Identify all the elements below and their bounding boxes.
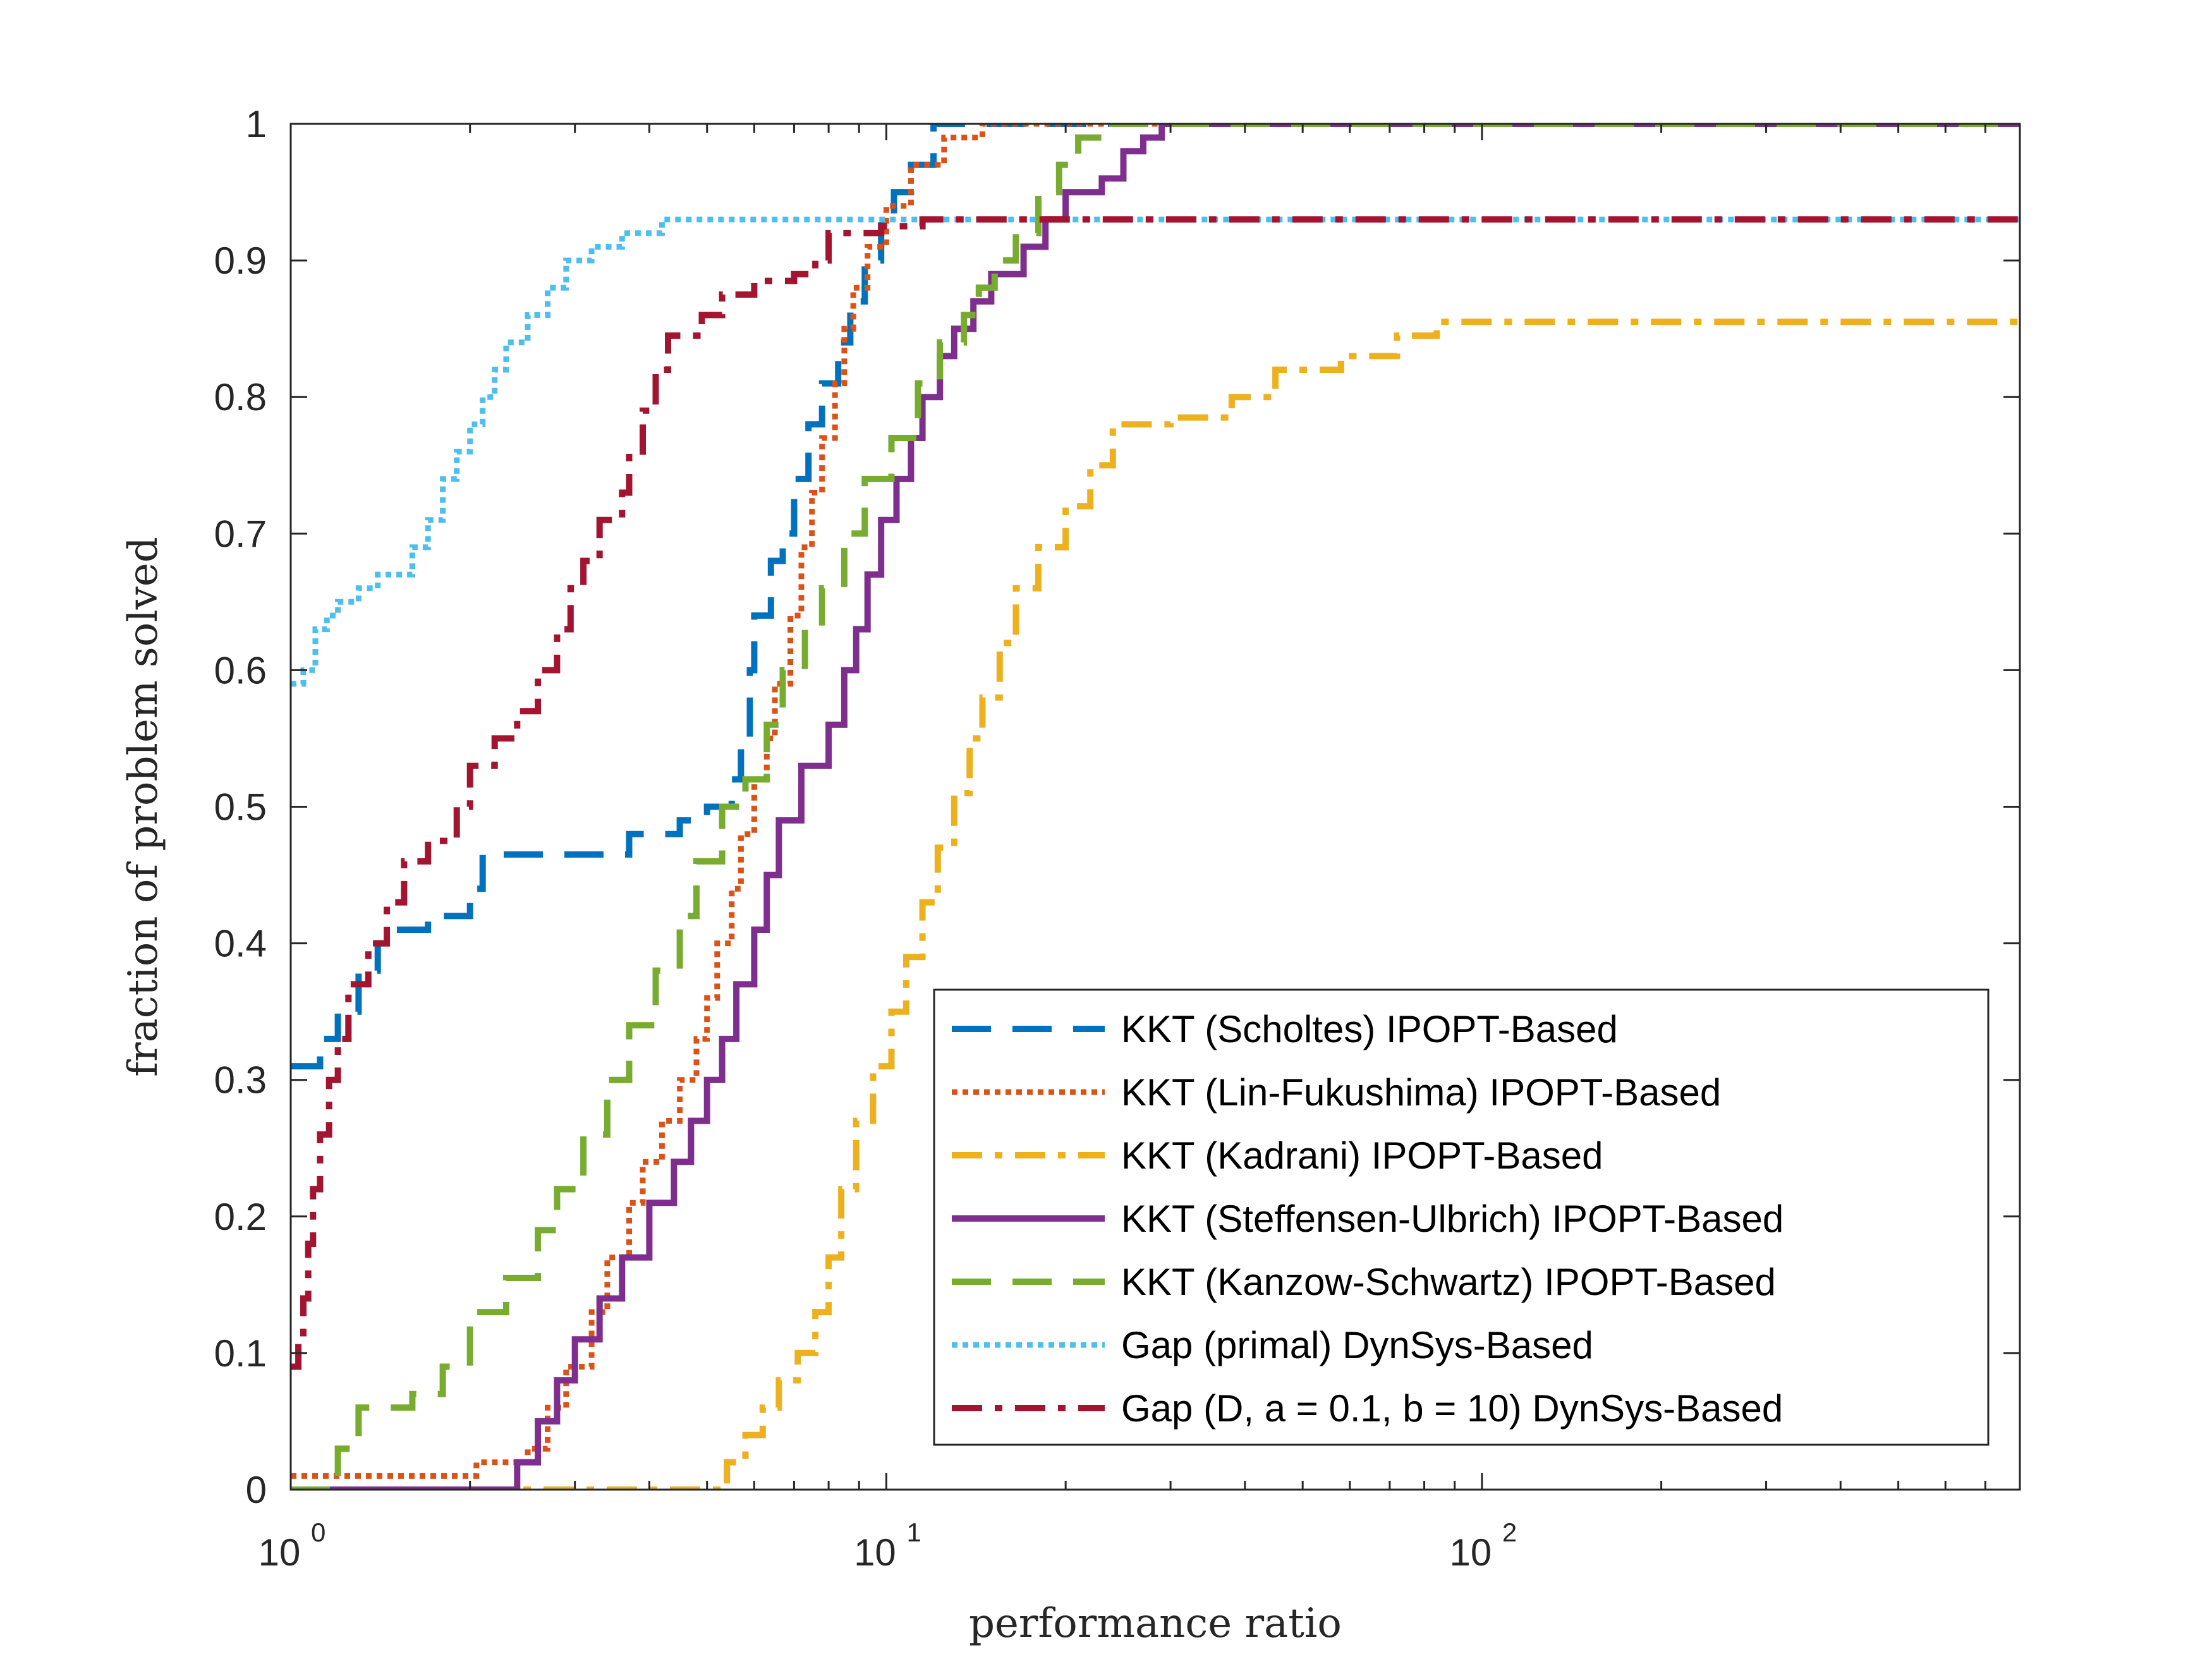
series-layer xyxy=(291,124,2020,1490)
y-tick-label: 0.2 xyxy=(214,1196,267,1238)
y-tick-label: 1 xyxy=(246,103,267,145)
y-tick-label: 0.9 xyxy=(214,240,267,282)
ticks-layer xyxy=(289,123,2021,1491)
y-tick-label: 0.8 xyxy=(214,376,267,418)
legend-label-3: KKT (Kadrani) IPOPT-Based xyxy=(1121,1134,1603,1177)
y-tick-label: 0.4 xyxy=(214,923,267,965)
tick-labels-layer: 0 0.1 0.2 0.3 0.4 0.5 0.6 0.7 0.8 0.9 1 10 0 10 1 10 2 xyxy=(214,103,1517,1574)
legend: KKT (Scholtes) IPOPT-Based KKT (Lin-Fukus… xyxy=(933,988,1990,1446)
x-tick-exponent: 2 xyxy=(1502,1517,1517,1547)
x-tick-label: 10 xyxy=(854,1531,896,1574)
series-line-7 xyxy=(291,216,2020,1370)
y-axis-label: fraction of problem solved xyxy=(120,537,167,1076)
y-tick-label: 0.6 xyxy=(214,649,267,691)
legend-label-2: KKT (Lin-Fukushima) IPOPT-Based xyxy=(1121,1071,1721,1114)
x-tick-exponent: 1 xyxy=(906,1517,921,1547)
legend-label-4: KKT (Steffensen-Ulbrich) IPOPT-Based xyxy=(1121,1198,1784,1240)
series-line-4 xyxy=(291,124,2020,1490)
series-line-6 xyxy=(291,216,2020,687)
series-line-5 xyxy=(291,124,2020,1490)
y-tick-label: 0 xyxy=(246,1469,267,1511)
legend-label-1: KKT (Scholtes) IPOPT-Based xyxy=(1121,1008,1618,1050)
y-tick-label: 0.3 xyxy=(214,1059,267,1102)
series-line-3 xyxy=(291,319,2020,1490)
y-tick-label: 0.7 xyxy=(214,513,267,555)
x-tick-label: 10 xyxy=(1450,1531,1492,1574)
legend-label-6: Gap (primal) DynSys-Based xyxy=(1121,1324,1593,1366)
x-tick-exponent: 0 xyxy=(311,1517,325,1547)
x-tick-label: 10 xyxy=(258,1531,301,1574)
y-tick-label: 0.1 xyxy=(214,1332,267,1375)
legend-label-5: KKT (Kanzow-Schwartz) IPOPT-Based xyxy=(1121,1261,1776,1303)
y-tick-label: 0.5 xyxy=(214,786,267,829)
x-axis-label: performance ratio xyxy=(969,1600,1342,1647)
legend-label-7: Gap (D, a = 0.1, b = 10) DynSys-Based xyxy=(1121,1387,1783,1430)
legend-box xyxy=(933,988,1990,1446)
